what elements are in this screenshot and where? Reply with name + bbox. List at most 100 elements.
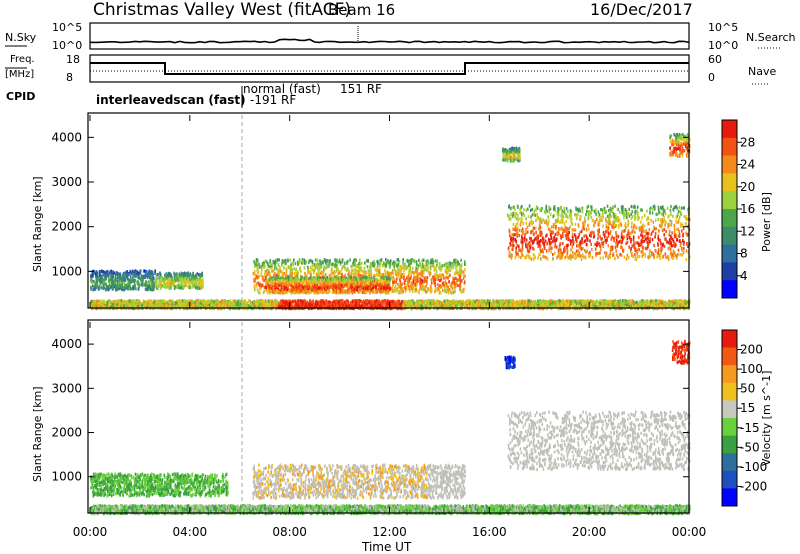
scatter-cell [523,222,525,225]
scatter-cell [602,256,604,259]
scatter-cell [685,223,687,226]
scatter-cell [278,291,280,294]
scatter-cell [660,225,662,228]
scatter-cell [555,242,557,245]
scatter-cell [285,259,287,262]
scatter-cell [163,285,165,288]
scatter-cell [641,216,643,219]
nsky-series [90,39,689,42]
scatter-cell [153,277,155,280]
scatter-cell [304,266,306,269]
scatter-cell [264,273,266,276]
scatter-cell [552,257,554,260]
scatter-cell [437,259,439,262]
scatter-cell [592,219,594,222]
scatter-cell [633,205,635,208]
scatter-cell [540,257,542,260]
scatter-cell [516,235,518,238]
scatter-cell [422,279,424,282]
scatter-cell [166,276,168,279]
scatter-cell [457,261,459,264]
scatter-cell [570,248,572,251]
scatter-cell [191,276,193,279]
scatter-cell [271,270,273,273]
scatter-cell [684,215,686,218]
scatter-cell [320,282,322,285]
scatter-cell [299,266,301,269]
scatter-cell [359,285,361,288]
scatter-cell [258,263,260,266]
scatter-cell [419,278,421,281]
scatter-cell [412,267,414,270]
scatter-cell [435,259,437,262]
scatter-cell [199,284,201,287]
scatter-cell [508,215,510,218]
scatter-cell [170,286,172,289]
scatter-cell [553,208,555,211]
scatter-cell [330,286,332,289]
scatter-cell [318,273,320,276]
scatter-cell [658,206,660,209]
scatter-cell [285,277,287,280]
scatter-cell [369,291,371,294]
scatter-cell [344,278,346,281]
scatter-cell [379,270,381,273]
scatter-cell [621,230,623,233]
scatter-cell [335,286,337,289]
scatter-cell [674,230,676,233]
scatter-cell [446,289,448,292]
scatter-cell [350,280,352,283]
scatter-cell [359,259,361,262]
scatter-cell [257,268,259,271]
scatter-cell [660,242,662,245]
scatter-cell [448,275,450,278]
scatter-cell [638,243,640,246]
scatter-cell [155,284,157,287]
scatter-cell [394,290,396,293]
scatter-cell [614,205,616,208]
scatter-cell [183,286,185,289]
scatter-cell [621,246,623,249]
scatter-cell [663,255,665,258]
scatter-cell [424,280,426,283]
scatter-cell [508,247,510,250]
scatter-cell [430,285,432,288]
scatter-cell [566,237,568,240]
scatter-cell [673,133,675,136]
scatter-cell [351,280,353,283]
scatter-cell [589,254,591,257]
scatter-cell [616,235,618,238]
scatter-cell [583,235,585,238]
scatter-cell [524,239,526,242]
scatter-cell [637,255,639,258]
scatter-cell [322,261,324,264]
scatter-cell [513,147,515,150]
scatter-cell [331,271,333,274]
scatter-cell [323,269,325,272]
scatter-cell [665,230,667,233]
scatter-cell [438,266,440,269]
scatter-cell [607,205,609,208]
scatter-cell [558,220,560,223]
scatter-cell [119,274,121,277]
scatter-cell [517,227,519,230]
scatter-cell [550,250,552,253]
scatter-cell [361,262,363,265]
scatter-cell [624,235,626,238]
scatter-cell [513,244,515,247]
scatter-cell [631,226,633,229]
scatter-cell [315,285,317,288]
scatter-cell [641,243,643,246]
scatter-cell [254,288,256,291]
scatter-cell [616,253,618,256]
scatter-cell [581,241,583,244]
scatter-cell [536,213,538,216]
scatter-cell [506,152,508,155]
scatter-cell [517,152,519,155]
scatter-cell [602,245,604,248]
scatter-cell [404,280,406,283]
scatter-cell [572,251,574,254]
scatter-cell [263,291,265,294]
scatter-cell [306,261,308,264]
scatter-cell [438,275,440,278]
